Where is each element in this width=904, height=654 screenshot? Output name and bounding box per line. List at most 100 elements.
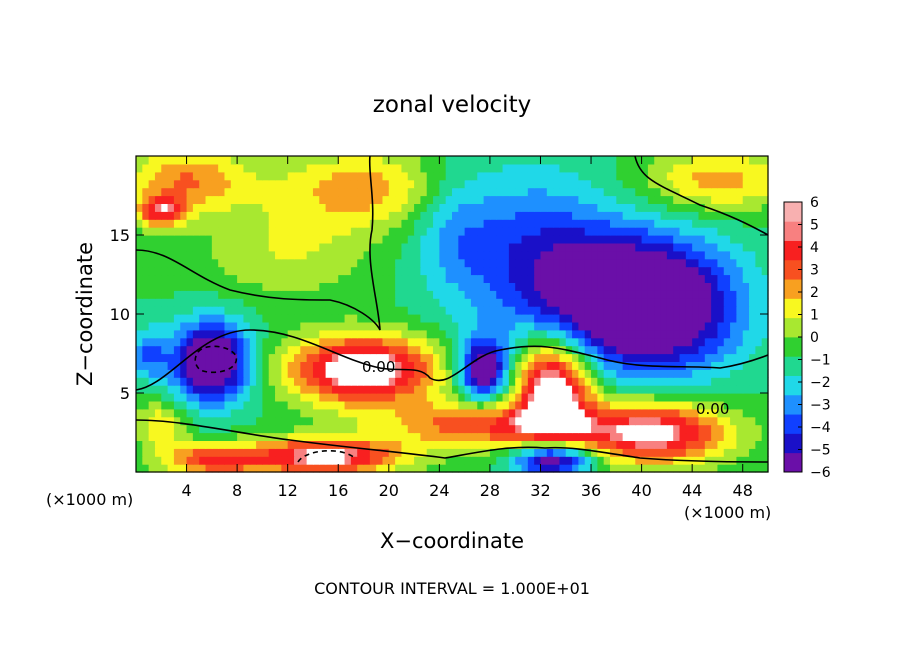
heatmap-cell	[167, 179, 175, 189]
heatmap-cell	[698, 353, 706, 362]
heatmap-cell	[306, 156, 314, 165]
heatmap-cell	[591, 448, 598, 457]
heatmap-cell	[401, 163, 409, 173]
heatmap-cell	[496, 408, 504, 418]
heatmap-cell	[464, 377, 472, 386]
heatmap-cell	[439, 203, 447, 212]
heatmap-cell	[496, 211, 504, 220]
heatmap-cell	[388, 195, 396, 204]
heatmap-cell	[426, 385, 434, 394]
heatmap-cell	[610, 432, 617, 441]
colorbar-tick-label: −2	[810, 375, 831, 391]
heatmap-cell	[205, 385, 213, 394]
heatmap-cell	[610, 306, 617, 315]
heatmap-cell	[287, 432, 295, 441]
heatmap-cell	[534, 385, 542, 394]
heatmap-cell	[369, 337, 377, 347]
heatmap-cell	[546, 219, 554, 228]
heatmap-cell	[502, 424, 510, 434]
heatmap-cell	[376, 163, 384, 173]
heatmap-cell	[622, 393, 630, 402]
heatmap-cell	[584, 314, 592, 323]
heatmap-cell	[584, 219, 592, 228]
heatmap-cell	[401, 400, 409, 410]
heatmap-cell	[445, 211, 453, 220]
x-tick-label: 36	[581, 481, 601, 500]
heatmap-cell	[281, 416, 289, 426]
heatmap-cell	[439, 306, 447, 315]
heatmap-cell	[553, 274, 561, 283]
heatmap-cell	[660, 432, 668, 441]
heatmap-cell	[736, 424, 744, 434]
heatmap-cell	[211, 219, 219, 228]
heatmap-cell	[426, 211, 434, 220]
heatmap-cell	[173, 464, 181, 473]
heatmap-cell	[136, 235, 143, 244]
heatmap-cell	[641, 408, 649, 418]
heatmap-cell	[452, 298, 459, 307]
heatmap-cell	[692, 400, 700, 410]
heatmap-cell	[470, 242, 478, 252]
heatmap-cell	[515, 456, 523, 465]
heatmap-cell	[527, 337, 535, 347]
heatmap-cell	[224, 432, 232, 441]
heatmap-cell	[685, 219, 693, 228]
heatmap-cell	[294, 250, 301, 260]
heatmap-cell	[673, 314, 681, 323]
heatmap-cell	[173, 393, 181, 402]
heatmap-cell	[755, 385, 763, 394]
heatmap-cell	[736, 408, 744, 418]
heatmap-cell	[483, 369, 491, 378]
heatmap-cell	[199, 258, 207, 268]
heatmap-cell	[610, 369, 617, 378]
heatmap-cell	[199, 314, 207, 323]
heatmap-cell	[268, 456, 276, 465]
heatmap-cell	[281, 171, 289, 181]
heatmap-cell	[382, 361, 390, 370]
heatmap-cell	[628, 345, 636, 355]
heatmap-cell	[161, 306, 169, 315]
heatmap-cell	[287, 408, 295, 418]
heatmap-cell	[243, 464, 251, 473]
heatmap-cell	[148, 440, 156, 449]
heatmap-cell	[369, 250, 377, 260]
heatmap-cell	[673, 337, 681, 347]
heatmap-cell	[610, 400, 617, 410]
heatmap-cell	[180, 203, 188, 212]
heatmap-cell	[414, 156, 421, 165]
heatmap-cell	[458, 416, 466, 426]
heatmap-cell	[350, 464, 358, 473]
heatmap-cell	[502, 432, 510, 441]
heatmap-cell	[262, 298, 270, 307]
heatmap-cell	[294, 369, 301, 378]
heatmap-cell	[344, 298, 352, 307]
heatmap-cell	[319, 369, 327, 378]
heatmap-cell	[502, 258, 510, 268]
heatmap-cell	[426, 195, 434, 204]
heatmap-cell	[742, 361, 750, 370]
heatmap-cell	[515, 400, 523, 410]
heatmap-cell	[287, 298, 295, 307]
heatmap-cell	[433, 258, 440, 268]
heatmap-cell	[591, 179, 598, 189]
heatmap-cell	[508, 203, 516, 212]
heatmap-cell	[300, 306, 308, 315]
heatmap-cell	[502, 456, 510, 465]
heatmap-cell	[584, 211, 592, 220]
heatmap-cell	[395, 432, 403, 441]
heatmap-cell	[256, 171, 263, 181]
heatmap-cell	[458, 187, 466, 197]
heatmap-cell	[357, 337, 365, 347]
heatmap-cell	[401, 266, 409, 276]
heatmap-cell	[553, 456, 561, 465]
heatmap-cell	[685, 432, 693, 441]
heatmap-cell	[673, 258, 681, 268]
heatmap-cell	[610, 329, 617, 339]
heatmap-cell	[173, 171, 181, 181]
heatmap-cell	[704, 424, 712, 434]
heatmap-cell	[262, 314, 270, 323]
heatmap-cell	[445, 258, 453, 268]
heatmap-cell	[350, 400, 358, 410]
heatmap-cell	[540, 219, 548, 228]
heatmap-cell	[218, 258, 226, 268]
